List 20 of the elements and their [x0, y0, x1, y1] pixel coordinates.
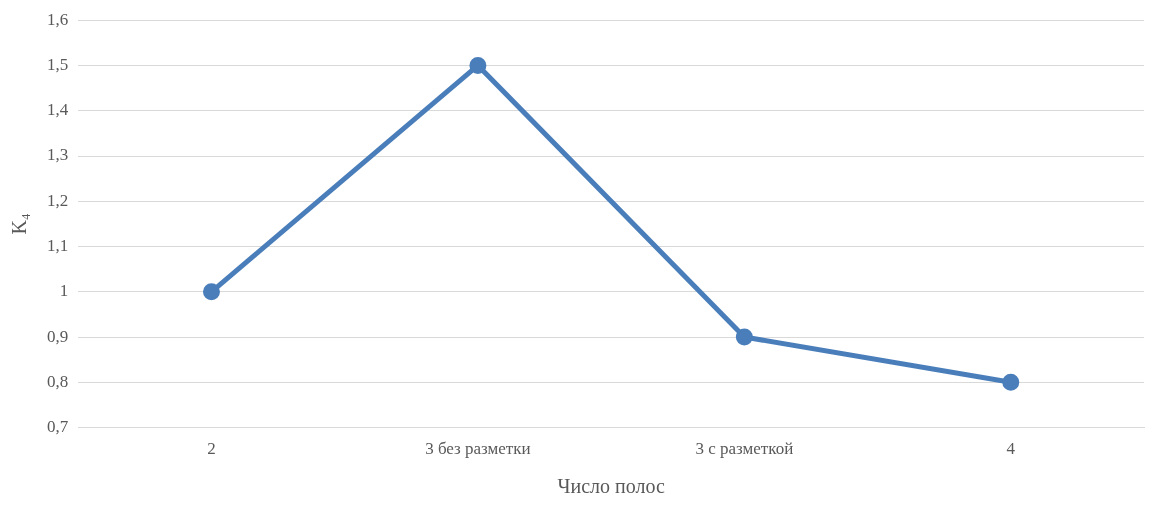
point — [469, 56, 487, 74]
y-tick-label: 0,9 — [47, 326, 69, 346]
y-tick-label: 1 — [59, 281, 69, 301]
point — [1002, 373, 1020, 391]
point — [202, 283, 220, 301]
y-axis-title: K₄ — [8, 213, 31, 235]
y-tick-label: 1,2 — [47, 190, 69, 210]
x-tick-label: 4 — [1006, 439, 1016, 459]
x-tick-label: 3 с разметкой — [695, 439, 794, 459]
x-axis-title: Число полос — [557, 475, 665, 498]
y-tick-label: 1,5 — [47, 54, 69, 74]
y-tick-label: 0,7 — [47, 417, 69, 437]
y-tick-label: 1,3 — [47, 145, 69, 165]
x-tick-label: 2 — [207, 439, 216, 459]
point — [735, 328, 753, 346]
y-tick-label: 1,6 — [47, 9, 69, 29]
y-tick-label: 1,1 — [47, 236, 69, 255]
y-tick-label: 0,8 — [47, 371, 69, 391]
y-tick-label: 1,4 — [47, 100, 69, 120]
x-tick-label: 3 без разметки — [425, 439, 531, 459]
